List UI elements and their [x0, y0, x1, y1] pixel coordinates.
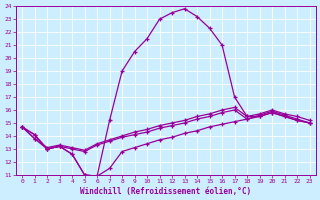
- X-axis label: Windchill (Refroidissement éolien,°C): Windchill (Refroidissement éolien,°C): [80, 187, 252, 196]
